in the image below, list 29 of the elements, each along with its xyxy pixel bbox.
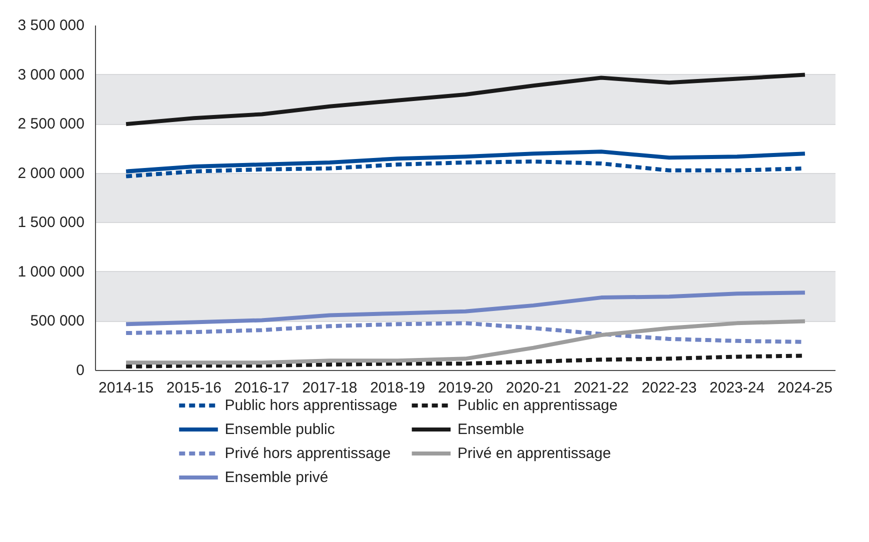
legend-label: Privé en apprentissage [458, 445, 611, 462]
line-series [124, 72, 807, 126]
legend-label: Public en apprentissage [458, 397, 618, 414]
y-tick-label: 2 500 000 [18, 116, 85, 133]
x-tick-label: 2017-18 [302, 380, 358, 396]
legend-label: Ensemble privé [224, 469, 328, 486]
legend-label: Privé hors apprentissage [224, 445, 391, 462]
x-tick-label: 2014-15 [98, 380, 154, 396]
y-tick-label: 0 [76, 362, 84, 379]
x-tick-label: 2020-21 [506, 380, 561, 396]
x-tick-label: 2023-24 [710, 380, 765, 396]
y-tick-label: 1 000 000 [18, 263, 85, 280]
line-series [124, 290, 807, 326]
x-tick-label: 2015-16 [166, 380, 222, 396]
y-tick-label: 500 000 [30, 312, 85, 330]
y-tick-label: 1 500 000 [18, 214, 85, 232]
x-tick-label: 2018-19 [370, 380, 426, 396]
legend-label: Public hors apprentissage [224, 397, 398, 414]
line-series [124, 319, 807, 365]
y-tick-label: 3 500 000 [18, 17, 85, 34]
x-tick-label: 2021-22 [574, 380, 629, 396]
y-tick-label: 3 000 000 [18, 66, 85, 84]
x-tick-label: 2024-25 [777, 380, 832, 396]
x-tick-label: 2016-17 [234, 380, 290, 396]
x-tick-label: 2022-23 [642, 380, 697, 396]
legend-label: Ensemble [458, 421, 524, 438]
legend-label: Ensemble public [224, 421, 336, 438]
y-tick-label: 2 000 000 [18, 164, 85, 182]
x-tick-label: 2019-20 [438, 380, 494, 396]
